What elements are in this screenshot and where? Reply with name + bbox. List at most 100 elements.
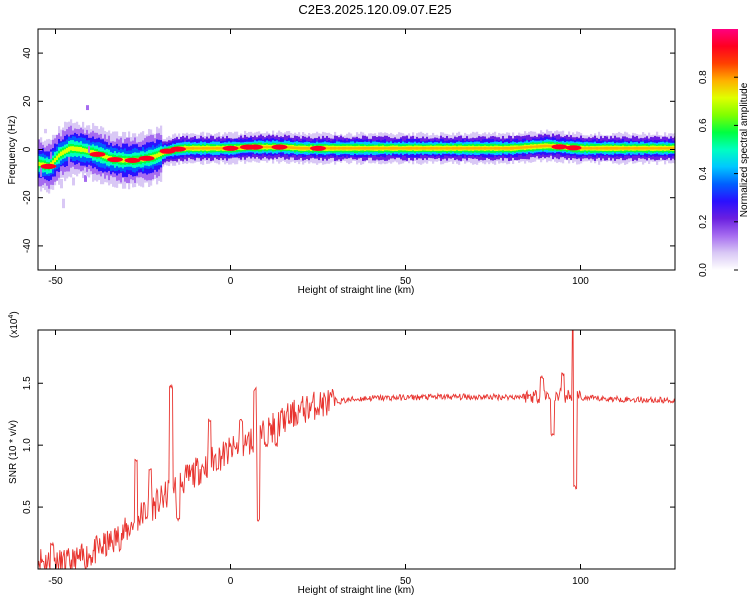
heatmap-cell (592, 147, 595, 150)
heatmap-cell (584, 147, 587, 150)
heatmap-cell (418, 147, 421, 150)
heatmap-hotspot (310, 145, 326, 151)
heatmap-hotspot (271, 144, 288, 150)
heatmap-cell (468, 147, 471, 150)
heatmap-cell (548, 144, 551, 148)
heatmap-cell (446, 146, 449, 150)
heatmap-cell (374, 147, 377, 150)
heatmap-cell (454, 147, 457, 150)
y-tick-label: 0 (22, 146, 33, 152)
heatmap-cell (398, 147, 401, 150)
heatmap-cell (628, 147, 631, 150)
heatmap-cell (78, 146, 81, 152)
heatmap-cell (358, 147, 361, 150)
heatmap-cell (216, 147, 219, 150)
heatmap-cell (38, 161, 41, 167)
heatmap-cell (582, 147, 585, 150)
heatmap-cell (204, 147, 207, 150)
heatmap-cell (194, 147, 197, 150)
heatmap-cell (486, 147, 489, 150)
heatmap-cell (72, 177, 75, 186)
heatmap-cell (428, 147, 431, 150)
heatmap-cell (514, 147, 517, 150)
heatmap-cell (400, 147, 403, 150)
heatmap-cell (444, 147, 447, 150)
heatmap-cell (40, 162, 43, 167)
heatmap-cell (198, 147, 201, 150)
heatmap-cell (622, 147, 625, 150)
heatmap-cell (476, 147, 479, 150)
snr-multiplier-exp: 4 (8, 315, 15, 319)
heatmap-cell (666, 147, 669, 150)
heatmap-cell (342, 146, 345, 150)
heatmap-cell (74, 146, 77, 151)
heatmap-cell (308, 147, 311, 150)
heatmap-cell (156, 153, 159, 158)
heatmap-cell (356, 147, 359, 150)
heatmap-hotspot (138, 155, 155, 161)
heatmap-cell (328, 147, 331, 150)
heatmap-cell (450, 147, 453, 150)
heatmap-hotspot (124, 157, 141, 163)
heatmap-cell (58, 153, 61, 158)
heatmap-cell (534, 145, 537, 148)
x-tick-label: -50 (48, 276, 63, 287)
heatmap-cell (80, 147, 83, 152)
heatmap-cell (484, 146, 487, 150)
heatmap-cell (650, 147, 653, 150)
heatmap-cell (490, 147, 493, 150)
x-tick-label: 50 (400, 276, 412, 287)
heatmap-cell (412, 147, 415, 150)
heatmap-cell (604, 147, 607, 150)
heatmap-cell (656, 147, 659, 150)
heatmap-cell (72, 146, 75, 151)
heatmap-hotspot (565, 145, 582, 151)
heatmap-cell (590, 147, 593, 150)
heatmap-cell (526, 145, 529, 149)
heatmap-cell (336, 147, 339, 150)
heatmap-cell (672, 147, 675, 150)
heatmap-cell (598, 147, 601, 150)
heatmap-image (38, 105, 675, 209)
heatmap-cell (478, 147, 481, 150)
heatmap-x-label: Height of straight line (km) (298, 285, 415, 296)
heatmap-cell (86, 148, 89, 153)
heatmap-cell (496, 147, 499, 150)
heatmap-cell (404, 147, 407, 150)
heatmap-cell (104, 154, 107, 159)
heatmap-cell (464, 147, 467, 150)
heatmap-cell (642, 147, 645, 150)
heatmap-hotspot (170, 146, 186, 152)
heatmap-cell (66, 147, 69, 153)
heatmap-cell (208, 147, 211, 150)
x-tick-label: 50 (400, 576, 412, 587)
heatmap-cell (660, 147, 663, 150)
heatmap-cell (326, 147, 329, 150)
heatmap-cell (378, 147, 381, 150)
heatmap-cell (430, 147, 433, 150)
heatmap-cell (456, 147, 459, 150)
heatmap-hotspot (40, 163, 57, 169)
heatmap-cell (516, 146, 519, 150)
heatmap-cell (264, 146, 267, 149)
heatmap-cell (44, 128, 47, 134)
heatmap-y-ticks: -40 -20 0 20 40 (22, 47, 675, 253)
heatmap-cell (466, 146, 469, 150)
heatmap-cell (512, 146, 515, 150)
heatmap-cell (546, 144, 549, 147)
heatmap-cell (606, 146, 609, 150)
heatmap-hotspot (551, 144, 568, 150)
heatmap-y-label: Frequency (Hz) (7, 116, 18, 185)
heatmap-cell (376, 147, 379, 150)
heatmap-cell (414, 147, 417, 150)
heatmap-cell (442, 147, 445, 150)
heatmap-cell (214, 147, 217, 150)
heatmap-cell (70, 125, 73, 132)
heatmap-cell (346, 147, 349, 150)
heatmap-cell (304, 147, 307, 150)
heatmap-cell (634, 147, 637, 150)
heatmap-cell (380, 147, 383, 150)
heatmap-cell (518, 146, 521, 150)
heatmap-cell (624, 147, 627, 150)
heatmap-cell (532, 145, 535, 148)
